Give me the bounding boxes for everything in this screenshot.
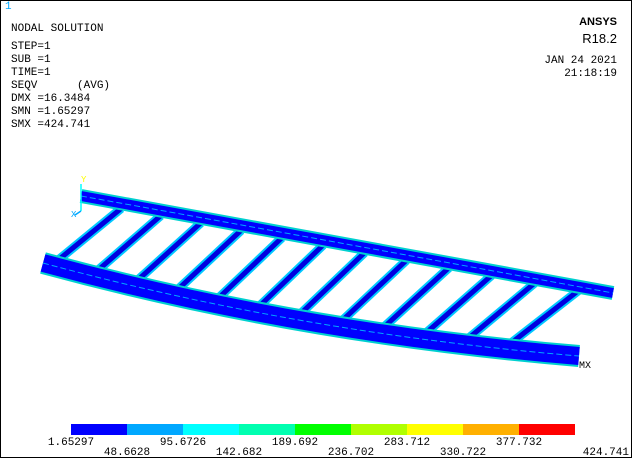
info-line: SMN =1.65297 xyxy=(11,106,90,118)
info-line: SUB =1 xyxy=(11,54,51,66)
legend-label: 424.741 xyxy=(583,447,630,457)
triad-x-label: X xyxy=(71,210,77,220)
legend-label: 48.6628 xyxy=(104,447,150,457)
legend-band xyxy=(71,424,127,435)
legend-band xyxy=(519,424,575,435)
legend-label: 330.722 xyxy=(440,447,486,457)
triad-y-label: Y xyxy=(81,175,87,185)
max-marker: MX xyxy=(579,361,591,372)
viewport: 1 NODAL SOLUTION STEP=1SUB =1TIME=1SEQV (… xyxy=(1,1,631,457)
info-line: DMX =16.3484 xyxy=(11,93,91,105)
time: 21:18:19 xyxy=(564,68,617,80)
legend-label: 377.732 xyxy=(496,437,542,449)
legend-band xyxy=(183,424,239,435)
info-line: SMX =424.741 xyxy=(11,119,91,131)
legend-band xyxy=(407,424,463,435)
legend: 1.65297 48.6628 95.6726 142.682 189.692 236.7… xyxy=(48,424,629,457)
legend-label: 1.65297 xyxy=(48,437,94,449)
model xyxy=(43,196,613,356)
window-index: 1 xyxy=(5,1,12,13)
legend-band xyxy=(463,424,519,435)
info-line: STEP=1 xyxy=(11,41,51,53)
date: JAN 24 2021 xyxy=(544,55,617,67)
legend-label: 189.692 xyxy=(272,437,318,449)
legend-label: 283.712 xyxy=(384,437,430,449)
legend-band xyxy=(127,424,183,435)
info-line: NODAL SOLUTION xyxy=(11,23,103,35)
upper-beam-line xyxy=(81,196,613,293)
brand-name: ANSYS xyxy=(579,16,617,28)
legend-band xyxy=(351,424,407,435)
brand-version: R18.2 xyxy=(582,31,617,46)
legend-label: 236.702 xyxy=(328,447,374,457)
legend-band xyxy=(295,424,351,435)
ansys-graphics-window: 1 NODAL SOLUTION STEP=1SUB =1TIME=1SEQV (… xyxy=(0,0,632,458)
legend-label: 95.6726 xyxy=(160,437,206,449)
info-line: SEQV (AVG) xyxy=(11,80,110,92)
info-line: TIME=1 xyxy=(11,67,51,79)
legend-band xyxy=(239,424,295,435)
legend-label: 142.682 xyxy=(216,447,262,457)
